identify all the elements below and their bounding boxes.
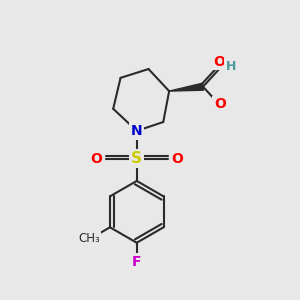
Text: O: O bbox=[171, 152, 183, 166]
Text: O: O bbox=[214, 98, 226, 111]
Text: H: H bbox=[226, 60, 236, 73]
Polygon shape bbox=[169, 83, 203, 91]
Text: O: O bbox=[213, 55, 225, 69]
Text: N: N bbox=[131, 124, 142, 138]
Text: CH₃: CH₃ bbox=[79, 232, 100, 245]
Text: O: O bbox=[91, 152, 102, 166]
Text: S: S bbox=[131, 151, 142, 166]
Text: F: F bbox=[132, 255, 142, 269]
